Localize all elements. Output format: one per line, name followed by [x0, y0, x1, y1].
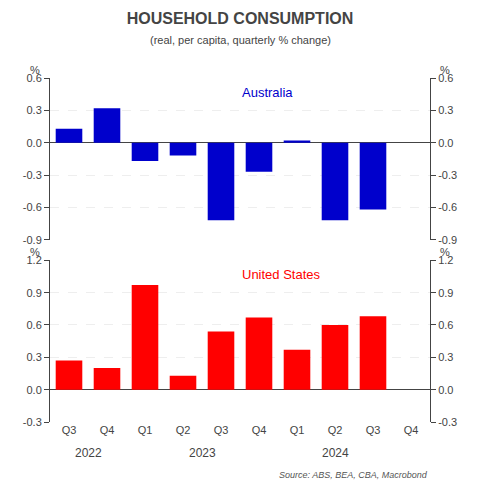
svg-text:-0.9: -0.9 — [23, 234, 42, 246]
svg-text:0.3: 0.3 — [438, 104, 453, 116]
svg-text:0.0: 0.0 — [438, 384, 453, 396]
svg-text:Q3: Q3 — [366, 424, 381, 436]
svg-text:%: % — [440, 64, 450, 76]
svg-text:HOUSEHOLD CONSUMPTION: HOUSEHOLD CONSUMPTION — [127, 10, 354, 27]
svg-text:0.3: 0.3 — [438, 351, 453, 363]
svg-text:Q4: Q4 — [404, 424, 419, 436]
svg-text:Q1: Q1 — [138, 424, 153, 436]
svg-text:-0.3: -0.3 — [438, 169, 457, 181]
svg-text:Q3: Q3 — [214, 424, 229, 436]
svg-text:Q2: Q2 — [176, 424, 191, 436]
svg-text:Australia: Australia — [242, 85, 293, 100]
svg-text:0.3: 0.3 — [27, 351, 42, 363]
svg-text:Q4: Q4 — [100, 424, 115, 436]
svg-text:%: % — [30, 64, 40, 76]
svg-text:-0.6: -0.6 — [438, 201, 457, 213]
svg-text:Q2: Q2 — [328, 424, 343, 436]
svg-text:0.0: 0.0 — [438, 137, 453, 149]
svg-text:0.6: 0.6 — [438, 319, 453, 331]
svg-text:%: % — [440, 246, 450, 258]
svg-text:0.0: 0.0 — [27, 384, 42, 396]
svg-text:0.9: 0.9 — [27, 287, 42, 299]
svg-text:1.2: 1.2 — [27, 254, 42, 266]
svg-text:1.2: 1.2 — [438, 254, 453, 266]
svg-text:%: % — [30, 246, 40, 258]
svg-text:-0.9: -0.9 — [438, 234, 457, 246]
svg-text:0.0: 0.0 — [27, 137, 42, 149]
svg-text:Source: ABS, BEA, CBA, Macrobo: Source: ABS, BEA, CBA, Macrobond — [279, 470, 428, 480]
svg-text:-0.3: -0.3 — [23, 169, 42, 181]
svg-text:United States: United States — [242, 267, 321, 282]
svg-text:0.6: 0.6 — [27, 72, 42, 84]
svg-text:-0.3: -0.3 — [438, 416, 457, 428]
svg-text:-0.3: -0.3 — [23, 416, 42, 428]
svg-text:2024: 2024 — [322, 446, 349, 460]
svg-text:Q1: Q1 — [290, 424, 305, 436]
svg-text:0.3: 0.3 — [27, 104, 42, 116]
svg-text:Q4: Q4 — [252, 424, 267, 436]
svg-text:2022: 2022 — [75, 446, 102, 460]
svg-text:(real, per capita, quarterly %: (real, per capita, quarterly % change) — [150, 34, 331, 46]
svg-text:0.9: 0.9 — [438, 287, 453, 299]
svg-text:0.6: 0.6 — [438, 72, 453, 84]
svg-text:0.6: 0.6 — [27, 319, 42, 331]
svg-text:2023: 2023 — [189, 446, 216, 460]
svg-text:Q3: Q3 — [62, 424, 77, 436]
svg-text:-0.6: -0.6 — [23, 201, 42, 213]
